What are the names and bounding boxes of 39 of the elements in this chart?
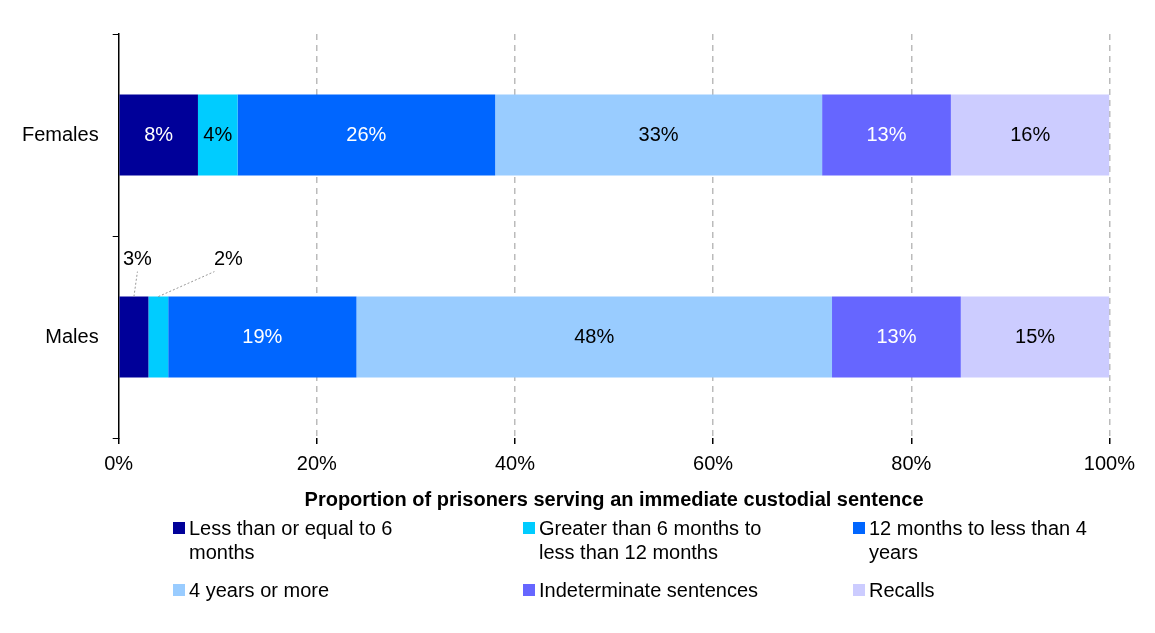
data-label: 4% bbox=[203, 122, 233, 145]
data-label: 26% bbox=[346, 122, 387, 145]
bar bbox=[960, 296, 1110, 378]
legend-label: Greater than 6 months to less than 12 months bbox=[539, 516, 763, 564]
data-label: 16% bbox=[1010, 122, 1051, 145]
data-label: 48% bbox=[574, 324, 615, 347]
legend-label: 4 years or more bbox=[189, 578, 331, 602]
legend-label: 12 months to less than 4 years bbox=[869, 516, 1088, 564]
data-label: 13% bbox=[876, 324, 917, 347]
x-tick-label: 0% bbox=[104, 451, 134, 474]
bar bbox=[832, 296, 961, 378]
legend-label: Indeterminate sentences bbox=[539, 578, 760, 602]
x-tick-label: 60% bbox=[693, 451, 734, 474]
bar bbox=[119, 296, 149, 378]
bar bbox=[197, 94, 238, 176]
bar bbox=[168, 296, 357, 378]
data-label: 2% bbox=[213, 247, 244, 270]
data-label: 15% bbox=[1015, 324, 1056, 347]
bar bbox=[237, 94, 496, 176]
x-tick-label: 100% bbox=[1083, 451, 1136, 474]
x-tick-label: 40% bbox=[494, 451, 536, 474]
legend-label: Recalls bbox=[869, 578, 936, 602]
x-tick-label: 20% bbox=[296, 451, 338, 474]
legend-label: Less than or equal to 6 months bbox=[189, 516, 394, 564]
data-label: 33% bbox=[638, 122, 679, 145]
bar bbox=[119, 94, 198, 176]
data-label: 3% bbox=[122, 247, 153, 270]
data-label: 13% bbox=[866, 122, 907, 145]
bar bbox=[148, 296, 169, 378]
data-label: 19% bbox=[242, 324, 283, 347]
y-tick-label: Females bbox=[21, 122, 99, 145]
y-tick-label: Males bbox=[45, 324, 99, 347]
bar bbox=[950, 94, 1110, 176]
bar bbox=[495, 94, 823, 176]
bar bbox=[356, 296, 833, 378]
x-tick-label: 80% bbox=[891, 451, 932, 474]
data-label: 8% bbox=[144, 122, 174, 145]
x-axis-title: Proportion of prisoners serving an immediate custodial sentence bbox=[304, 487, 924, 510]
bar bbox=[822, 94, 951, 176]
